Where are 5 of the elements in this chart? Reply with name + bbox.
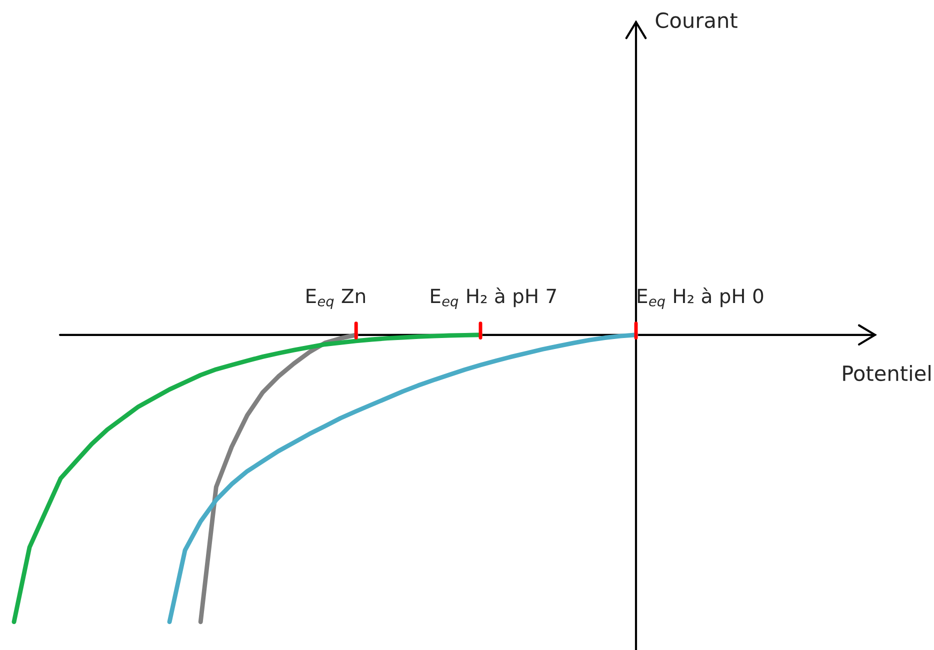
text: Potentiel: [843, 364, 930, 382]
text: E$_{eq}$ H₂ à pH 7: [431, 287, 556, 310]
text: E$_{eq}$ H₂ à pH 0: [638, 287, 764, 310]
text: E$_{eq}$ Zn: [306, 288, 365, 310]
text: Courant: [656, 12, 738, 28]
